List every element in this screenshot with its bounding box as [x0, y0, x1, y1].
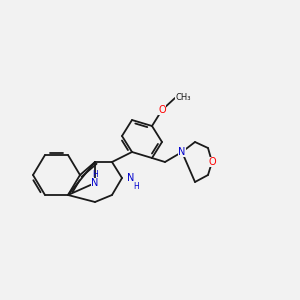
- Text: N: N: [178, 147, 186, 157]
- Text: H: H: [134, 182, 139, 190]
- Text: N: N: [91, 178, 99, 188]
- Text: N: N: [127, 173, 134, 183]
- Text: O: O: [158, 105, 166, 115]
- Text: CH₃: CH₃: [175, 94, 190, 103]
- Text: O: O: [208, 157, 216, 167]
- Text: H: H: [92, 170, 98, 179]
